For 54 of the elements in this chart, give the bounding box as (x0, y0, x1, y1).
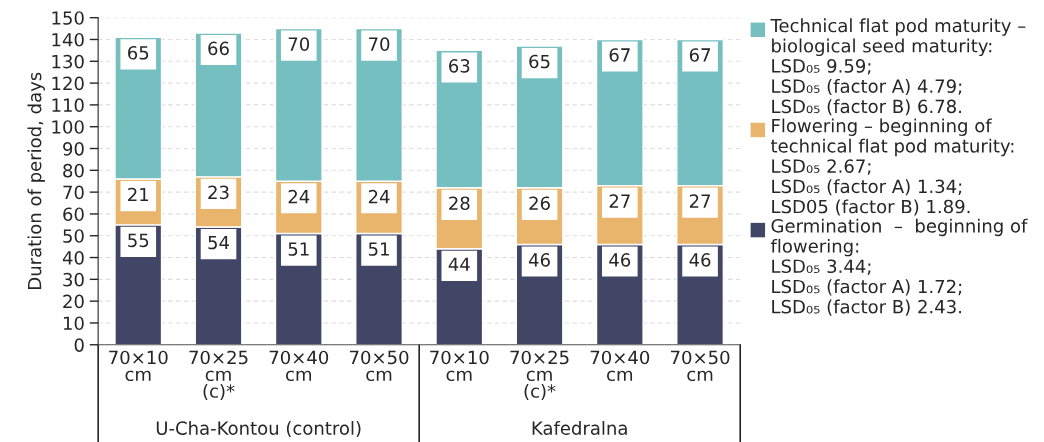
data-label: 63 (449, 59, 470, 73)
y-tick-label: 70 (63, 185, 84, 200)
y-tick-label: 120 (52, 76, 84, 91)
data-label: 65 (529, 54, 550, 69)
data-label: 55 (128, 233, 149, 248)
x-tick-label: 70×25 cm (c)* (189, 350, 248, 400)
y-tick-label: 30 (63, 272, 84, 287)
x-tick-label: 70×40 cm (269, 350, 329, 382)
legend-label: Germination – beginning of flowering: LSD₀₅ 3.44; LSD₀₅ (factor A) 1.72; LSD₀₅ (factor B) 2.43. (770, 218, 1028, 316)
data-label: 46 (528, 253, 550, 267)
y-tick-label: 80 (63, 163, 84, 178)
y-tick-label: 10 (63, 316, 84, 331)
text: Kafedralna (532, 420, 627, 435)
x-tick-label: 70×40 cm (590, 350, 650, 382)
y-tick-label: 100 (52, 120, 84, 134)
data-label: 44 (448, 257, 470, 271)
data-label: 70 (369, 37, 390, 51)
y-tick-label: 0 (74, 338, 84, 352)
data-label: 70 (288, 37, 310, 51)
data-label: 26 (529, 196, 550, 211)
data-label: 28 (449, 196, 470, 211)
legend-label: Technical flat pod maturity – biological seed maturity: LSD₀₅ 9.59; LSD₀₅ (factor A) 4.79; LSD₀₅ (factor B) 6.78. (770, 18, 1026, 116)
data-label: 51 (368, 242, 389, 256)
y-tick-label: 90 (63, 141, 84, 156)
data-label: 27 (609, 194, 630, 208)
y-tick-label: 60 (63, 207, 84, 222)
y-axis-title: Duration of period, days (27, 72, 45, 289)
data-label: 67 (609, 48, 630, 62)
data-label: 66 (208, 41, 229, 56)
y-tick-label: 50 (63, 229, 84, 243)
legend-label: Flowering – beginning of technical flat pod maturity: LSD₀₅ 2.67; LSD₀₅ (factor A) 1.34; LSD05 (factor B) 1.89. (770, 118, 1014, 216)
data-label: 27 (689, 194, 711, 208)
y-tick-label: 20 (63, 294, 84, 309)
data-label: 24 (288, 189, 310, 204)
data-label: 54 (208, 235, 229, 250)
y-tick-label: 130 (52, 54, 84, 69)
data-label: 67 (689, 48, 711, 62)
data-label: 24 (368, 189, 390, 204)
data-label: 21 (128, 187, 149, 202)
data-label: 46 (609, 253, 631, 267)
x-tick-label: 70×50 cm (671, 350, 730, 382)
y-tick-label: 40 (62, 251, 84, 265)
y-tick-label: 110 (52, 98, 84, 113)
y-tick-label: 150 (52, 11, 84, 25)
data-label: 65 (128, 45, 149, 60)
x-tick-label: 70×10 cm (430, 350, 489, 382)
data-label: 51 (288, 242, 309, 256)
data-label: 23 (208, 185, 229, 200)
text: U-Cha-Kontou (control) (156, 420, 361, 438)
x-tick-label: 70×25 cm (c)* (510, 350, 569, 400)
x-tick-label: 70×10 cm (109, 350, 168, 382)
data-label: 46 (689, 253, 711, 267)
x-tick-label: 70×50 cm (349, 350, 409, 382)
y-tick-label: 140 (52, 32, 84, 47)
